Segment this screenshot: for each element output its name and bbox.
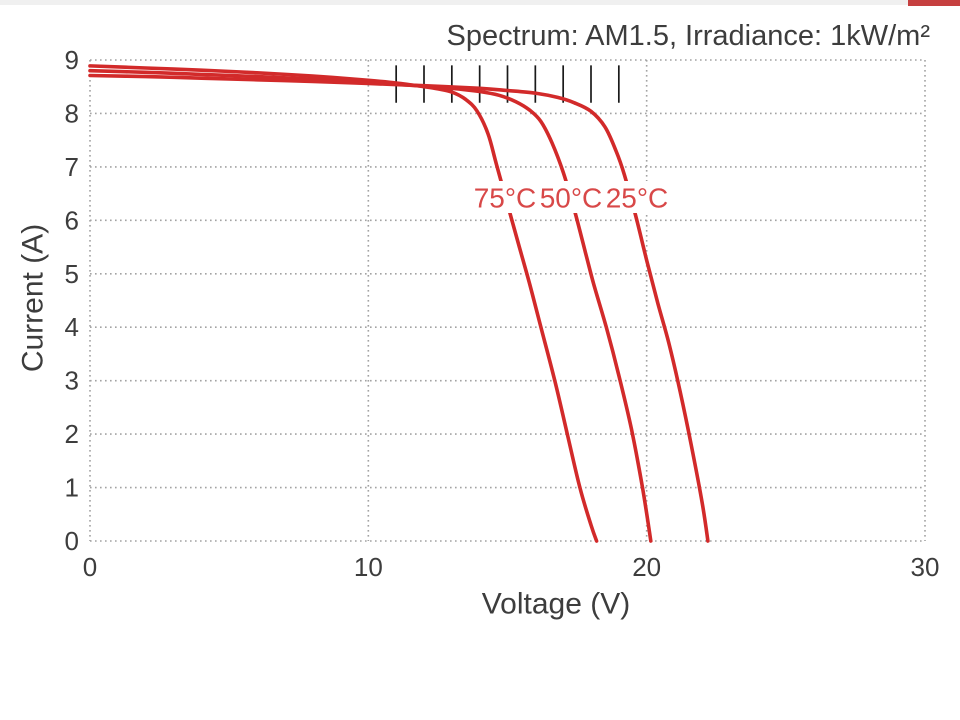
- curve-label-mask: [602, 181, 672, 213]
- axis-tick-layer: 0 1 2 3 4 5 6 7 8 9 0 10 20 30: [65, 45, 940, 582]
- top-edge-strip: [0, 0, 960, 5]
- top-edge-red-accent: [908, 0, 960, 6]
- curve-label-mask: [470, 181, 540, 213]
- y-tick-label: 9: [65, 45, 79, 75]
- y-tick-label: 1: [65, 473, 79, 503]
- y-tick-label: 6: [65, 205, 79, 235]
- y-tick-label: 0: [65, 526, 79, 556]
- x-tick-label: 0: [83, 552, 97, 582]
- curve-50c: [88, 68, 653, 543]
- x-tick-label: 20: [632, 552, 661, 582]
- x-axis-title: Voltage (V): [482, 588, 630, 621]
- curve-25c: [88, 73, 710, 543]
- curve-75c: [88, 64, 599, 543]
- y-axis-title: Current (A): [17, 224, 50, 372]
- curve-label: 75°C: [474, 183, 537, 214]
- curve-label: 50°C: [540, 183, 603, 214]
- x-tick-label: 30: [911, 552, 940, 582]
- curve-label-mask: [536, 181, 606, 213]
- y-tick-label: 7: [65, 152, 79, 182]
- x-tick-label: 10: [354, 552, 383, 582]
- y-tick-label: 3: [65, 366, 79, 396]
- curve-label-layer: 75°C 50°C 25°C: [470, 181, 672, 214]
- curve-layer: [88, 64, 710, 543]
- y-tick-label: 2: [65, 419, 79, 449]
- grid-layer: [89, 59, 926, 542]
- y-tick-label: 8: [65, 98, 79, 128]
- curve-label: 25°C: [606, 183, 669, 214]
- y-tick-label: 5: [65, 259, 79, 289]
- y-tick-label: 4: [65, 312, 79, 342]
- chart-title: Spectrum: AM1.5, Irradiance: 1kW/m²: [447, 20, 931, 52]
